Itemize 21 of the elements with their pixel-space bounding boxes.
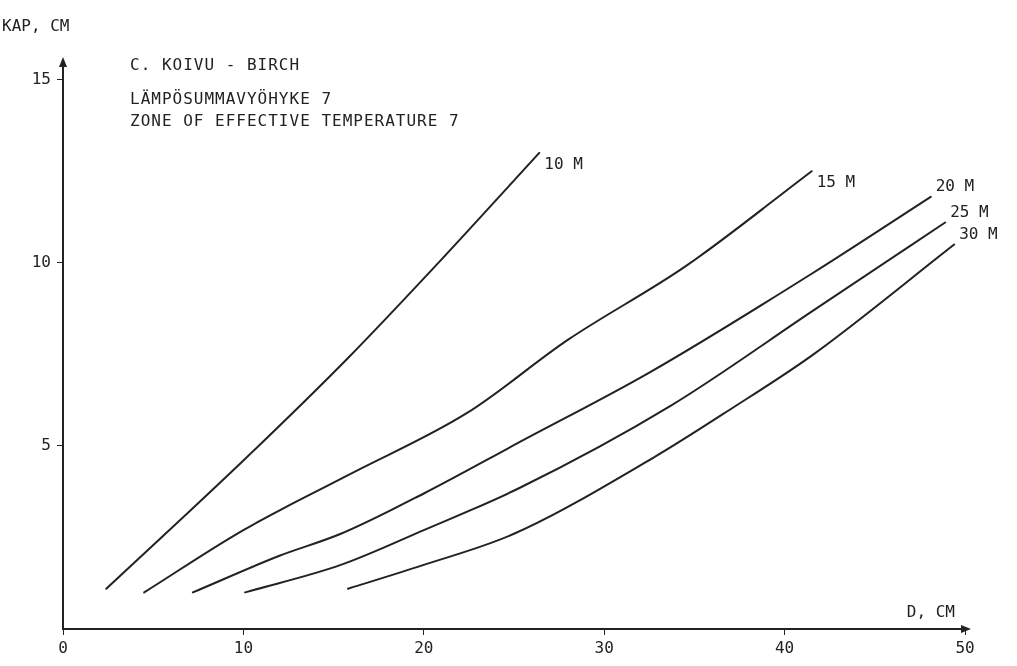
chart-title: C. KOIVU - BIRCH	[130, 54, 301, 76]
x-tick-label: 0	[58, 637, 68, 657]
line-series	[105, 151, 541, 590]
line-series	[143, 170, 813, 594]
series-label: 25 M	[950, 201, 989, 221]
y-tick-label: 15	[31, 68, 51, 88]
x-tick-label: 40	[774, 637, 795, 657]
y-tick-label: 5	[41, 435, 51, 455]
series-label: 30 M	[959, 223, 998, 243]
x-tick-label: 50	[955, 637, 975, 657]
x-tick-label: 30	[594, 637, 614, 657]
line-series	[347, 243, 956, 590]
x-axis-title: D, CM	[906, 602, 955, 622]
text: LÄMPÖSUMMAVYÖHYKE 7 ZONE OF EFFECTIVE TEMPERATURE 7	[130, 88, 460, 132]
y-axis-title: KAP, CM	[2, 16, 70, 36]
y-tick-label: 10	[31, 251, 51, 271]
x-tick-label: 20	[414, 637, 434, 657]
series-label: 15 M	[816, 172, 856, 192]
series-label: 10 M	[544, 154, 583, 174]
x-tick-label: 10	[233, 637, 254, 657]
series-label: 20 M	[935, 176, 975, 195]
